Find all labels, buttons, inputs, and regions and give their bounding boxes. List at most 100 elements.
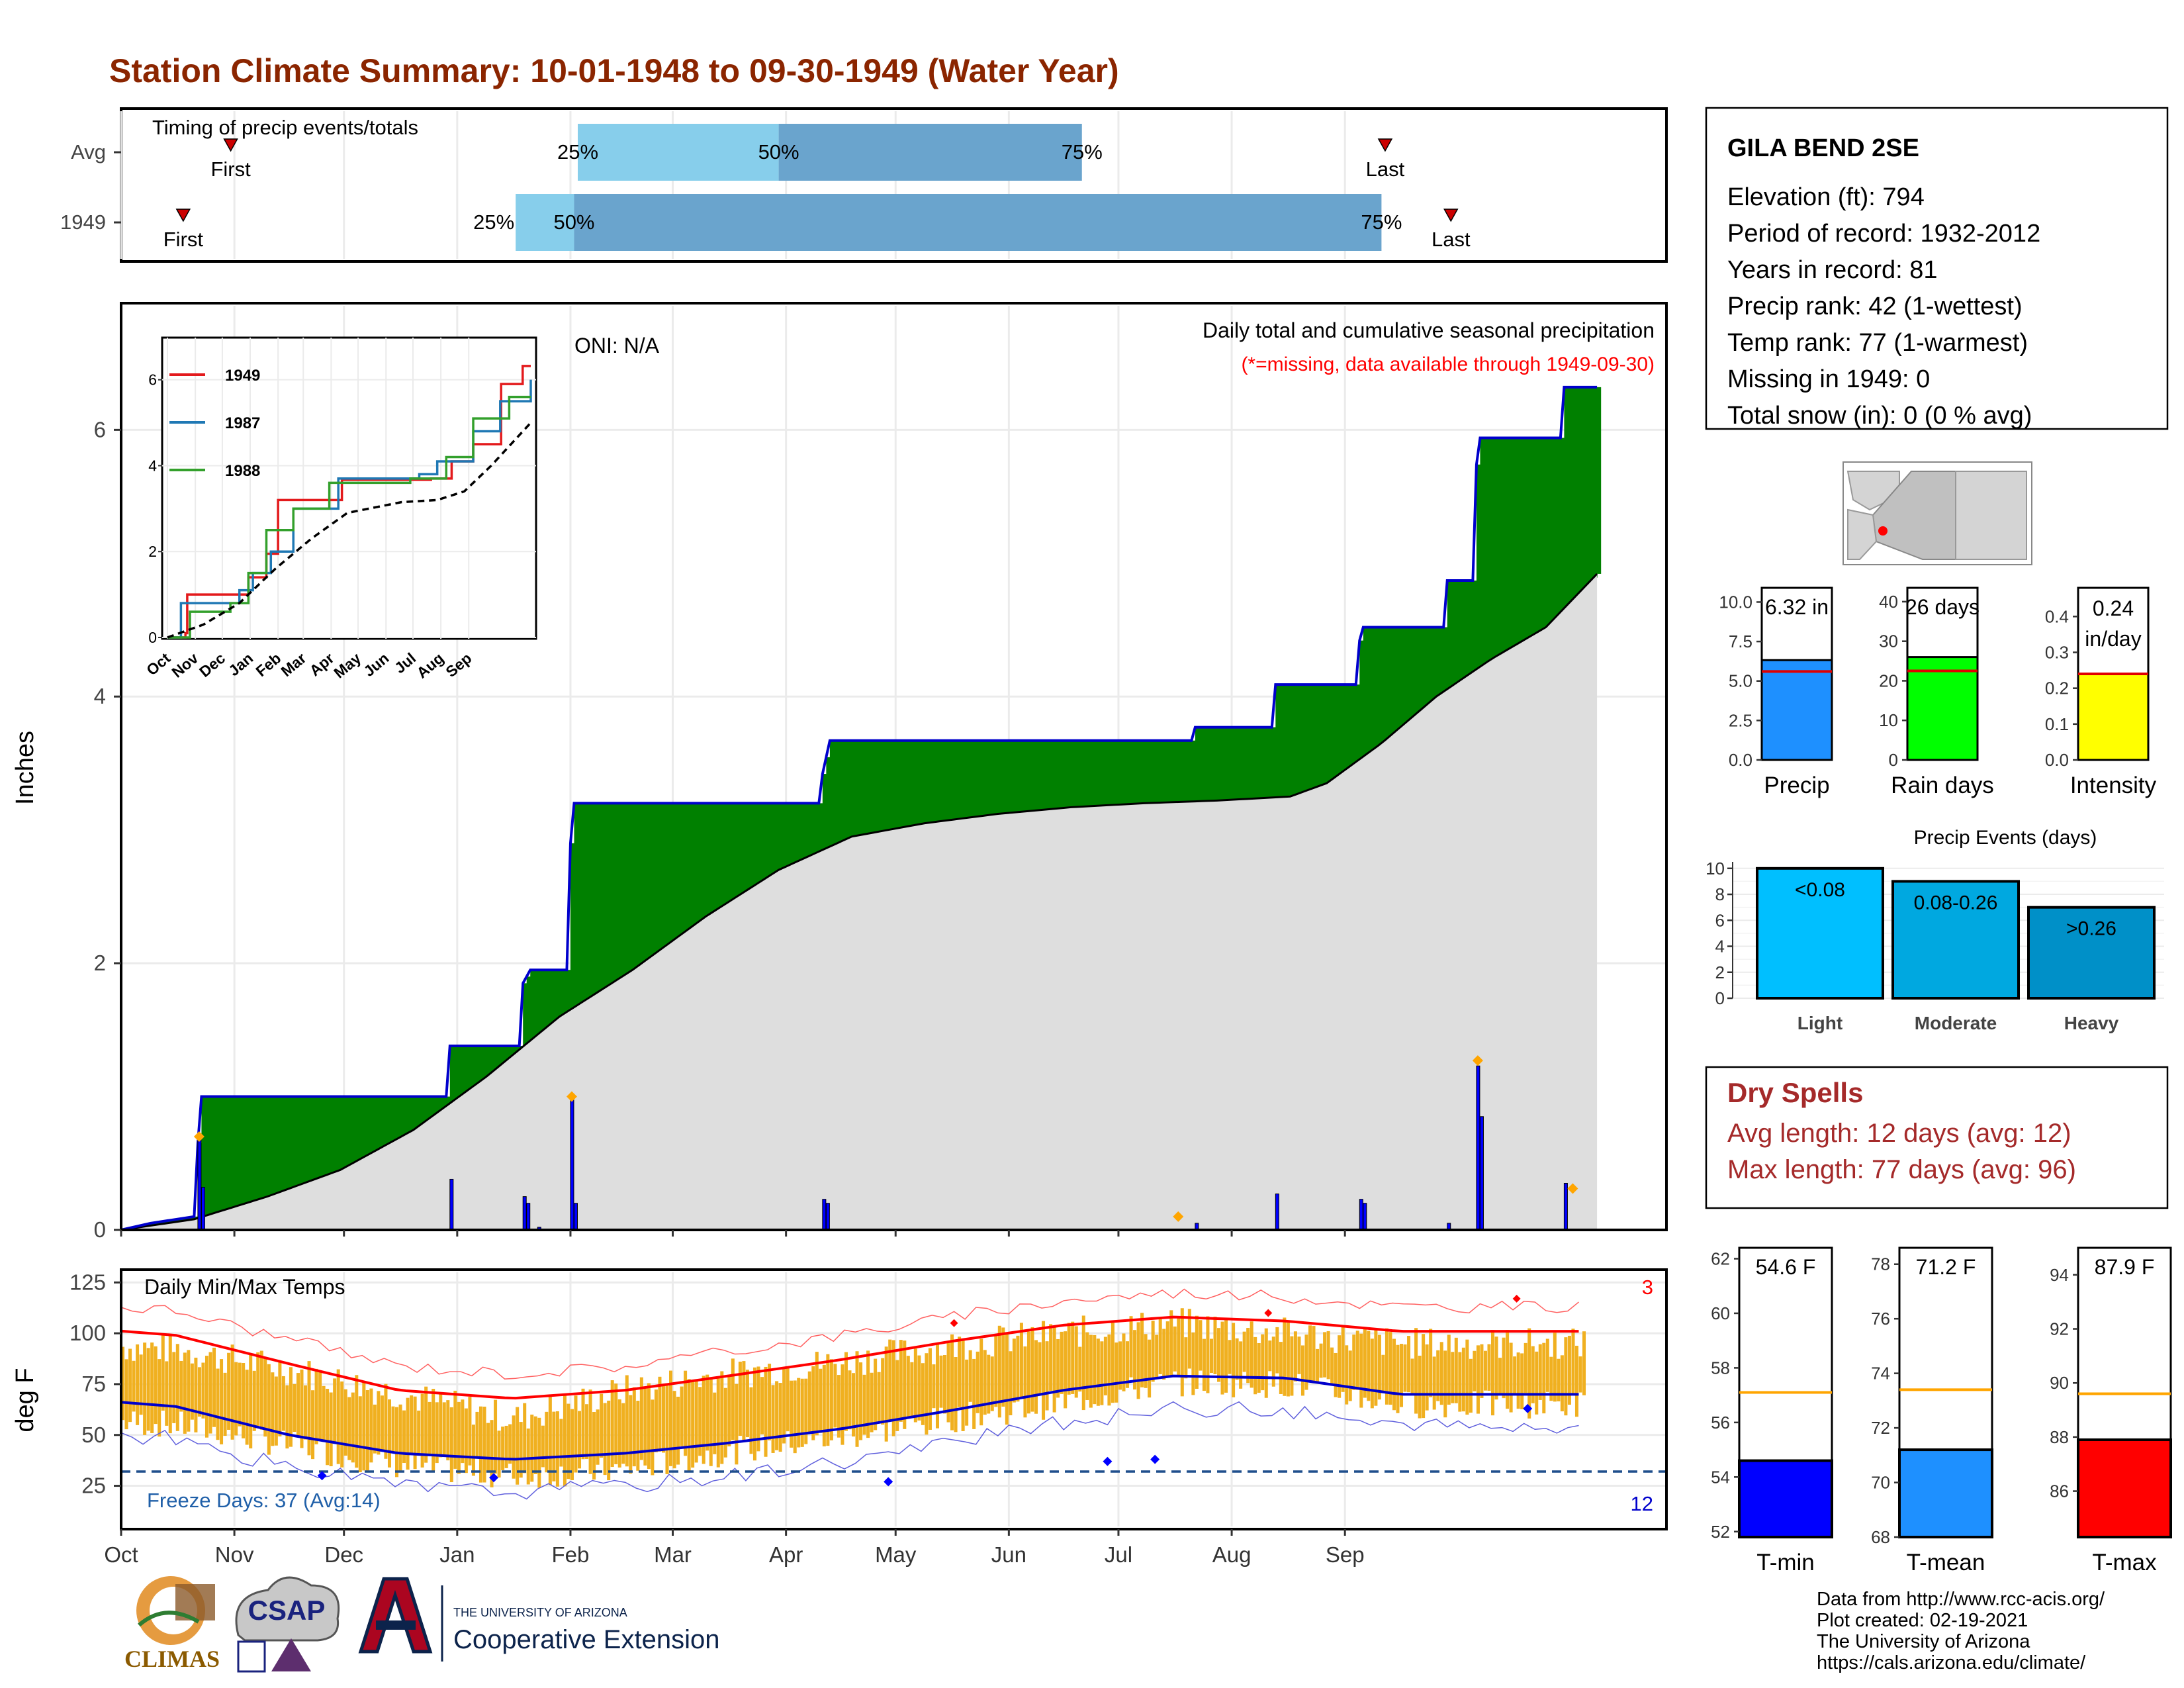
daily-temp-bar bbox=[1250, 1321, 1253, 1388]
daily-temp-bar bbox=[687, 1379, 691, 1472]
daily-temp-bar bbox=[263, 1357, 267, 1437]
above-normal-fill bbox=[1019, 740, 1024, 812]
daily-temp-bar bbox=[917, 1355, 921, 1421]
above-normal-fill bbox=[735, 803, 739, 898]
daily-temp-bar bbox=[994, 1334, 998, 1407]
above-normal-fill bbox=[1381, 627, 1386, 743]
above-normal-fill bbox=[1115, 740, 1119, 805]
daily-temp-bar bbox=[742, 1361, 746, 1442]
record-min-line bbox=[120, 1401, 1579, 1500]
above-normal-fill bbox=[694, 803, 699, 925]
daily-temp-bar bbox=[906, 1356, 910, 1418]
daily-temp-bar bbox=[523, 1403, 527, 1474]
precip-y-tick-label: 6 bbox=[94, 417, 106, 442]
daily-temp-bar bbox=[1316, 1348, 1320, 1383]
daily-temp-bar bbox=[329, 1392, 333, 1466]
above-normal-fill bbox=[1491, 438, 1496, 659]
temp-bar-category-label: T-max bbox=[2092, 1550, 2157, 1575]
ua-big-text: Cooperative Extension bbox=[453, 1625, 719, 1654]
daily-temp-bar bbox=[581, 1388, 585, 1460]
above-normal-fill bbox=[702, 803, 706, 919]
daily-temp-bar bbox=[895, 1360, 899, 1431]
above-normal-fill bbox=[778, 803, 783, 870]
above-normal-fill bbox=[523, 983, 527, 1047]
inset-series-avg bbox=[167, 422, 532, 639]
above-normal-fill bbox=[946, 740, 951, 821]
daily-temp-bar bbox=[643, 1386, 647, 1466]
daily-temp-bar bbox=[684, 1370, 688, 1456]
above-normal-fill bbox=[742, 803, 747, 894]
above-normal-fill bbox=[256, 1096, 261, 1200]
timing-first-marker bbox=[175, 209, 191, 222]
above-normal-fill bbox=[592, 803, 597, 996]
daily-precip-bar bbox=[1359, 1199, 1363, 1231]
above-normal-fill bbox=[285, 1096, 290, 1190]
above-normal-fill bbox=[1005, 740, 1009, 814]
above-normal-fill bbox=[1217, 727, 1222, 801]
daily-temp-bar bbox=[592, 1412, 596, 1480]
daily-temp-bar bbox=[1169, 1310, 1173, 1377]
above-normal-fill bbox=[877, 740, 882, 832]
daily-temp-bar bbox=[709, 1377, 713, 1466]
temp-bar-tick-label: 68 bbox=[1871, 1527, 1890, 1547]
above-normal-fill bbox=[752, 803, 758, 886]
record-low-marker bbox=[317, 1471, 327, 1481]
temp-bar-tick-label: 78 bbox=[1871, 1254, 1890, 1274]
daily-temp-bar bbox=[617, 1399, 621, 1468]
dry-spells-box: Dry Spells Avg length: 12 days (avg: 12)… bbox=[1705, 1066, 2169, 1209]
above-normal-fill bbox=[639, 803, 644, 965]
daily-temp-bar bbox=[526, 1429, 530, 1485]
above-normal-fill bbox=[928, 740, 933, 823]
daily-temp-bar bbox=[764, 1366, 768, 1457]
above-normal-fill bbox=[307, 1096, 312, 1182]
daily-temp-bar bbox=[997, 1325, 1001, 1418]
precip-y-tick-label: 2 bbox=[94, 951, 106, 975]
daily-temp-bar bbox=[1293, 1331, 1297, 1382]
above-normal-fill bbox=[621, 803, 626, 977]
dry-spells-max: Max length: 77 days (avg: 96) bbox=[1727, 1155, 2076, 1184]
above-normal-fill bbox=[1308, 684, 1313, 790]
above-normal-fill bbox=[205, 1096, 210, 1216]
above-normal-fill bbox=[654, 803, 659, 955]
mini-bar-tick-label: 5.0 bbox=[1729, 671, 1752, 691]
above-normal-fill bbox=[829, 740, 834, 847]
above-normal-fill bbox=[837, 740, 842, 843]
daily-temp-bar bbox=[807, 1371, 811, 1432]
daily-temp-bar bbox=[702, 1376, 705, 1464]
daily-temp-bar bbox=[1129, 1316, 1133, 1378]
above-normal-fill bbox=[713, 803, 717, 912]
above-normal-fill bbox=[862, 740, 867, 835]
daily-temp-bar bbox=[610, 1380, 614, 1468]
daily-temp-bar bbox=[797, 1378, 801, 1448]
daily-temp-bar bbox=[175, 1344, 179, 1431]
above-normal-fill bbox=[617, 803, 622, 980]
temp-bar-category-label: T-min bbox=[1756, 1550, 1815, 1575]
above-normal-fill bbox=[965, 740, 970, 818]
mini-bar-value-label: 6.32 in bbox=[1765, 595, 1829, 619]
mini-bar-category-label: Rain days bbox=[1891, 773, 1994, 798]
daily-temp-bar bbox=[939, 1355, 943, 1408]
daily-temp-bar bbox=[1506, 1330, 1510, 1409]
above-normal-fill bbox=[709, 803, 713, 915]
daily-temp-bar bbox=[1425, 1344, 1429, 1411]
daily-temp-bar bbox=[428, 1401, 432, 1455]
events-category-label: Heavy bbox=[2064, 1013, 2119, 1033]
daily-precip-bar bbox=[201, 1187, 205, 1231]
above-normal-fill bbox=[987, 740, 991, 816]
daily-temp-bar bbox=[387, 1399, 391, 1468]
above-normal-fill bbox=[1418, 627, 1422, 712]
daily-temp-bar bbox=[1177, 1316, 1181, 1377]
above-normal-fill bbox=[1480, 438, 1484, 667]
daily-temp-bar bbox=[179, 1360, 183, 1412]
above-normal-fill bbox=[1494, 438, 1499, 657]
month-tick-label: Jan bbox=[439, 1542, 475, 1567]
daily-temp-bar bbox=[464, 1408, 468, 1474]
above-normal-fill bbox=[578, 803, 582, 1006]
above-normal-fill bbox=[1001, 740, 1006, 814]
daily-temp-bar bbox=[1549, 1356, 1553, 1401]
above-normal-fill bbox=[994, 740, 999, 815]
mini-bar-tick-label: 0.2 bbox=[2045, 679, 2069, 698]
above-normal-fill bbox=[252, 1096, 257, 1201]
above-normal-fill bbox=[274, 1096, 279, 1194]
daily-precip-bar bbox=[573, 1203, 578, 1231]
